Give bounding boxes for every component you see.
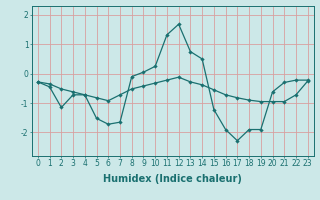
X-axis label: Humidex (Indice chaleur): Humidex (Indice chaleur) [103,174,242,184]
